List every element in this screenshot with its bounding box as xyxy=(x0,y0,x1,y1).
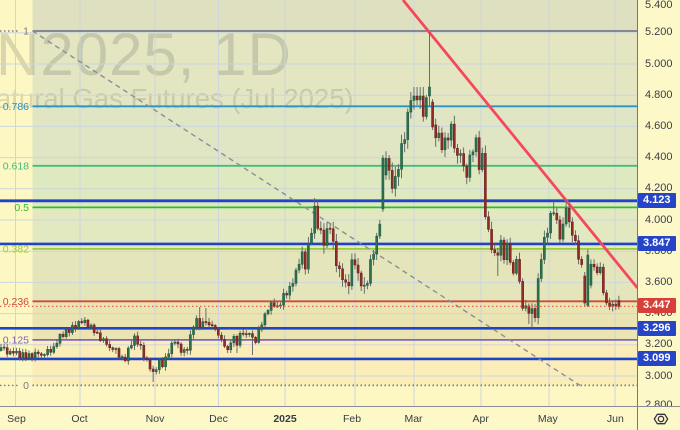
svg-text:0: 0 xyxy=(23,380,29,392)
svg-text:0.382: 0.382 xyxy=(3,243,29,255)
svg-text:0.618: 0.618 xyxy=(3,160,29,172)
svg-text:atural Gas Futures (Jul 2025): atural Gas Futures (Jul 2025) xyxy=(0,83,354,114)
svg-text:0.125: 0.125 xyxy=(3,334,29,346)
svg-text:0.786: 0.786 xyxy=(3,101,29,113)
svg-text:1: 1 xyxy=(23,26,29,38)
svg-text:0.236: 0.236 xyxy=(3,296,29,308)
svg-text:0.5: 0.5 xyxy=(14,202,29,214)
svg-text:N2025, 1D: N2025, 1D xyxy=(0,21,292,88)
